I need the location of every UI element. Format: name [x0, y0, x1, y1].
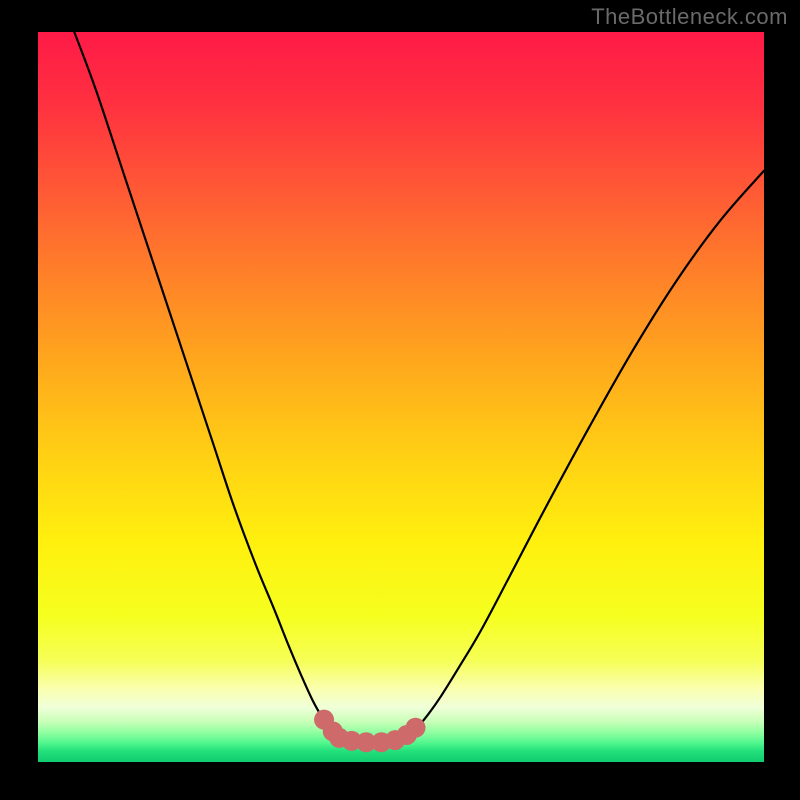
curve-marker	[406, 718, 426, 738]
gradient-background	[38, 32, 764, 762]
watermark-text: TheBottleneck.com	[591, 4, 788, 30]
bottleneck-curve-chart	[0, 0, 800, 800]
